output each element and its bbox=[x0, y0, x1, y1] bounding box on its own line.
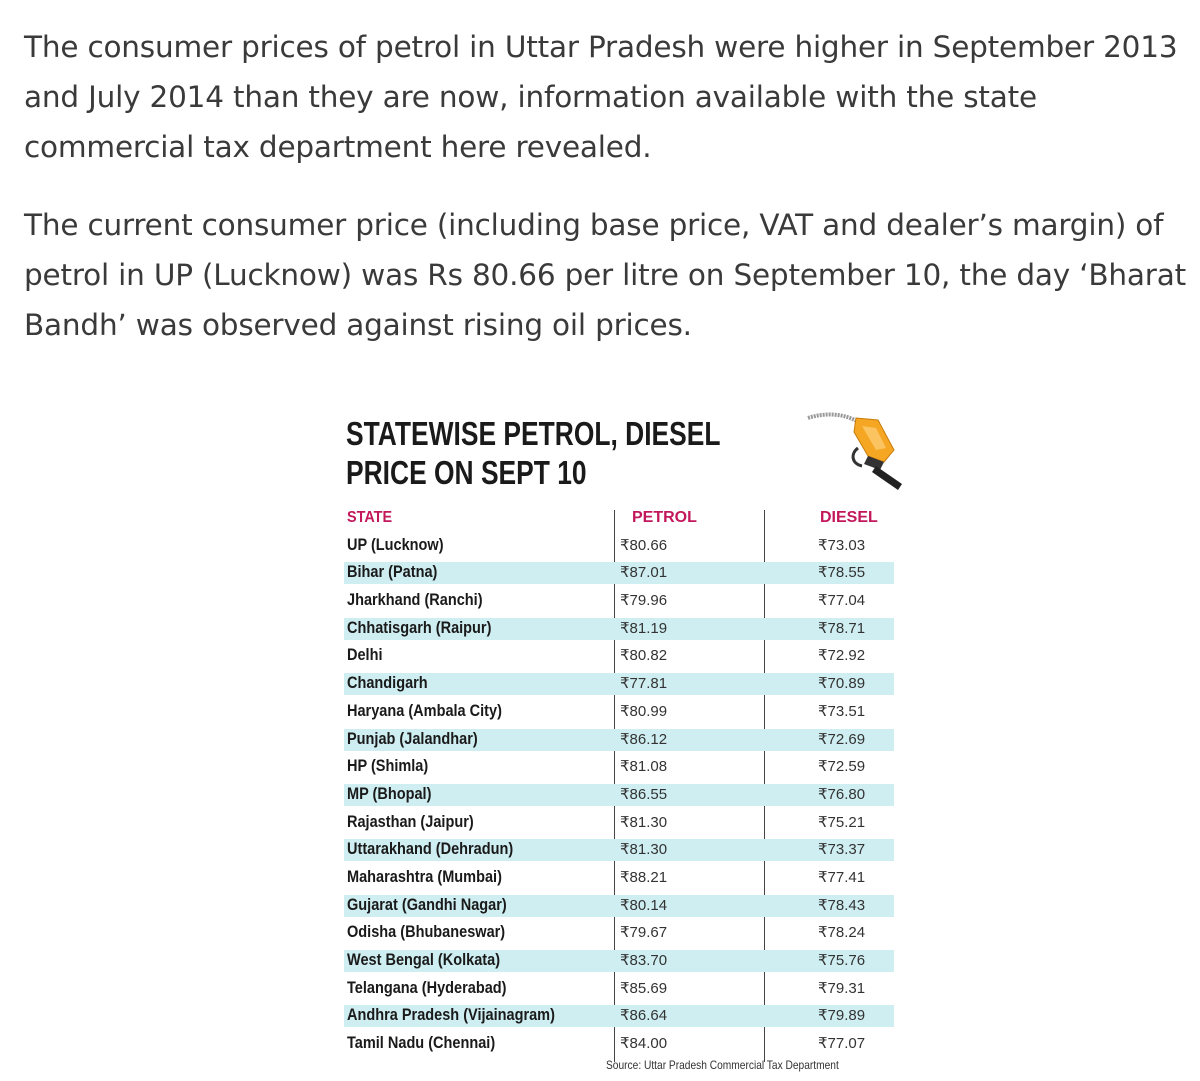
row-shading bbox=[344, 562, 894, 585]
petrol-price-cell: ₹85.69 bbox=[620, 979, 668, 997]
table-row: Odisha (Bhubaneswar) ₹79.67 ₹78.24 bbox=[344, 919, 894, 947]
state-cell: Haryana (Ambala City) bbox=[347, 701, 502, 720]
article-body: The consumer prices of petrol in Uttar P… bbox=[24, 22, 1194, 378]
row-shading bbox=[344, 894, 894, 917]
diesel-price-cell: ₹70.89 bbox=[818, 675, 866, 693]
petrol-price-cell: ₹81.30 bbox=[620, 813, 668, 831]
table-row: Maharashtra (Mumbai) ₹88.21 ₹77.41 bbox=[344, 864, 894, 892]
diesel-price-cell: ₹78.24 bbox=[818, 924, 866, 942]
diesel-price-cell: ₹75.21 bbox=[818, 813, 866, 831]
state-cell: Telangana (Hyderabad) bbox=[347, 978, 507, 997]
table-row: Telangana (Hyderabad) ₹85.69 ₹79.31 bbox=[344, 975, 894, 1003]
petrol-price-cell: ₹80.66 bbox=[620, 536, 668, 554]
table-row: Delhi ₹80.82 ₹72.92 bbox=[344, 642, 894, 670]
diesel-price-cell: ₹78.55 bbox=[818, 564, 866, 582]
petrol-price-cell: ₹81.19 bbox=[620, 619, 668, 637]
state-cell: Uttarakhand (Dehradun) bbox=[347, 840, 514, 859]
diesel-price-cell: ₹72.92 bbox=[818, 647, 866, 665]
state-cell: UP (Lucknow) bbox=[347, 535, 444, 554]
infographic-title-line-1: STATEWISE PETROL, DIESEL bbox=[346, 415, 721, 452]
petrol-price-cell: ₹77.81 bbox=[620, 675, 668, 693]
petrol-price-cell: ₹79.96 bbox=[620, 592, 668, 610]
diesel-price-cell: ₹73.51 bbox=[818, 702, 866, 720]
diesel-price-cell: ₹72.59 bbox=[818, 758, 866, 776]
petrol-price-cell: ₹84.00 bbox=[620, 1035, 668, 1053]
row-shading bbox=[344, 617, 894, 640]
source-note: Source: Uttar Pradesh Commercial Tax Dep… bbox=[606, 1058, 839, 1072]
table-row: Haryana (Ambala City) ₹80.99 ₹73.51 bbox=[344, 698, 894, 726]
row-shading bbox=[344, 673, 894, 696]
diesel-price-cell: ₹76.80 bbox=[818, 785, 866, 803]
state-cell: Tamil Nadu (Chennai) bbox=[347, 1034, 496, 1053]
price-infographic: STATEWISE PETROL, DIESEL PRICE ON SEPT 1… bbox=[344, 410, 904, 1078]
diesel-price-cell: ₹77.07 bbox=[818, 1035, 866, 1053]
table-row: HP (Shimla) ₹81.08 ₹72.59 bbox=[344, 753, 894, 781]
state-cell: HP (Shimla) bbox=[347, 757, 429, 776]
table-row: MP (Bhopal) ₹86.55 ₹76.80 bbox=[344, 781, 894, 809]
table-row: Chhatisgarh (Raipur) ₹81.19 ₹78.71 bbox=[344, 615, 894, 643]
diesel-price-cell: ₹73.03 bbox=[818, 536, 866, 554]
diesel-price-cell: ₹78.43 bbox=[818, 896, 866, 914]
table-row: Andhra Pradesh (Vijainagram) ₹86.64 ₹79.89 bbox=[344, 1002, 894, 1030]
petrol-price-cell: ₹81.08 bbox=[620, 758, 668, 776]
petrol-price-cell: ₹86.64 bbox=[620, 1007, 668, 1025]
article-paragraph-2: The current consumer price (including ba… bbox=[24, 208, 1186, 342]
state-cell: Bihar (Patna) bbox=[347, 563, 438, 582]
petrol-price-cell: ₹79.67 bbox=[620, 924, 668, 942]
table-row: Uttarakhand (Dehradun) ₹81.30 ₹73.37 bbox=[344, 836, 894, 864]
infographic-title-line-2: PRICE ON SEPT 10 bbox=[346, 454, 587, 491]
petrol-price-cell: ₹86.55 bbox=[620, 785, 668, 803]
state-cell: Maharashtra (Mumbai) bbox=[347, 867, 502, 886]
petrol-price-cell: ₹87.01 bbox=[620, 564, 668, 582]
petrol-price-cell: ₹80.14 bbox=[620, 896, 668, 914]
state-cell: Gujarat (Gandhi Nagar) bbox=[347, 895, 507, 914]
diesel-price-cell: ₹79.31 bbox=[818, 979, 866, 997]
table-row: UP (Lucknow) ₹80.66 ₹73.03 bbox=[344, 532, 894, 560]
table-row: West Bengal (Kolkata) ₹83.70 ₹75.76 bbox=[344, 947, 894, 975]
row-shading bbox=[344, 950, 894, 972]
state-cell: West Bengal (Kolkata) bbox=[347, 951, 501, 969]
row-shading bbox=[344, 783, 894, 806]
petrol-price-cell: ₹80.99 bbox=[620, 702, 668, 720]
state-cell: Delhi bbox=[347, 646, 383, 665]
state-cell: Rajasthan (Jaipur) bbox=[347, 812, 474, 831]
table-row: Punjab (Jalandhar) ₹86.12 ₹72.69 bbox=[344, 726, 894, 754]
table-row: Rajasthan (Jaipur) ₹81.30 ₹75.21 bbox=[344, 809, 894, 837]
state-cell: Chhatisgarh (Raipur) bbox=[347, 618, 492, 637]
fuel-nozzle-icon bbox=[807, 412, 902, 490]
state-cell: Andhra Pradesh (Vijainagram) bbox=[347, 1006, 555, 1025]
diesel-price-cell: ₹77.41 bbox=[818, 868, 866, 886]
diesel-price-cell: ₹75.76 bbox=[818, 952, 866, 969]
diesel-price-cell: ₹72.69 bbox=[818, 730, 866, 748]
diesel-price-cell: ₹77.04 bbox=[818, 592, 866, 610]
row-shading bbox=[344, 839, 894, 862]
row-shading bbox=[344, 1005, 894, 1028]
state-cell: Chandigarh bbox=[347, 674, 428, 693]
petrol-price-cell: ₹86.12 bbox=[620, 730, 668, 748]
state-cell: Odisha (Bhubaneswar) bbox=[347, 923, 506, 942]
state-cell: Jharkhand (Ranchi) bbox=[347, 591, 483, 610]
diesel-price-cell: ₹73.37 bbox=[818, 841, 866, 859]
infographic-title: STATEWISE PETROL, DIESEL PRICE ON SEPT 1… bbox=[346, 414, 826, 492]
price-table: STATE PETROL DIESEL UP (Lucknow) ₹80.66 ₹7… bbox=[344, 504, 894, 1058]
state-cell: Punjab (Jalandhar) bbox=[347, 729, 478, 748]
article-paragraph-1: The consumer prices of petrol in Uttar P… bbox=[24, 30, 1178, 164]
table-row: Chandigarh ₹77.81 ₹70.89 bbox=[344, 670, 894, 698]
table-row: Tamil Nadu (Chennai) ₹84.00 ₹77.07 bbox=[344, 1030, 894, 1058]
table-header-row: STATE PETROL DIESEL bbox=[344, 504, 894, 532]
state-cell: MP (Bhopal) bbox=[347, 784, 432, 803]
petrol-price-cell: ₹88.21 bbox=[620, 868, 668, 886]
header-petrol: PETROL bbox=[632, 509, 697, 526]
diesel-price-cell: ₹79.89 bbox=[818, 1007, 866, 1025]
table-row: Jharkhand (Ranchi) ₹79.96 ₹77.04 bbox=[344, 587, 894, 615]
row-shading bbox=[344, 728, 894, 751]
petrol-price-cell: ₹80.82 bbox=[620, 647, 668, 665]
header-state: STATE bbox=[347, 509, 393, 526]
diesel-price-cell: ₹78.71 bbox=[818, 619, 866, 637]
table-row: Gujarat (Gandhi Nagar) ₹80.14 ₹78.43 bbox=[344, 892, 894, 920]
petrol-price-cell: ₹83.70 bbox=[620, 952, 668, 969]
header-diesel: DIESEL bbox=[820, 509, 878, 526]
petrol-price-cell: ₹81.30 bbox=[620, 841, 668, 859]
table-row: Bihar (Patna) ₹87.01 ₹78.55 bbox=[344, 559, 894, 587]
